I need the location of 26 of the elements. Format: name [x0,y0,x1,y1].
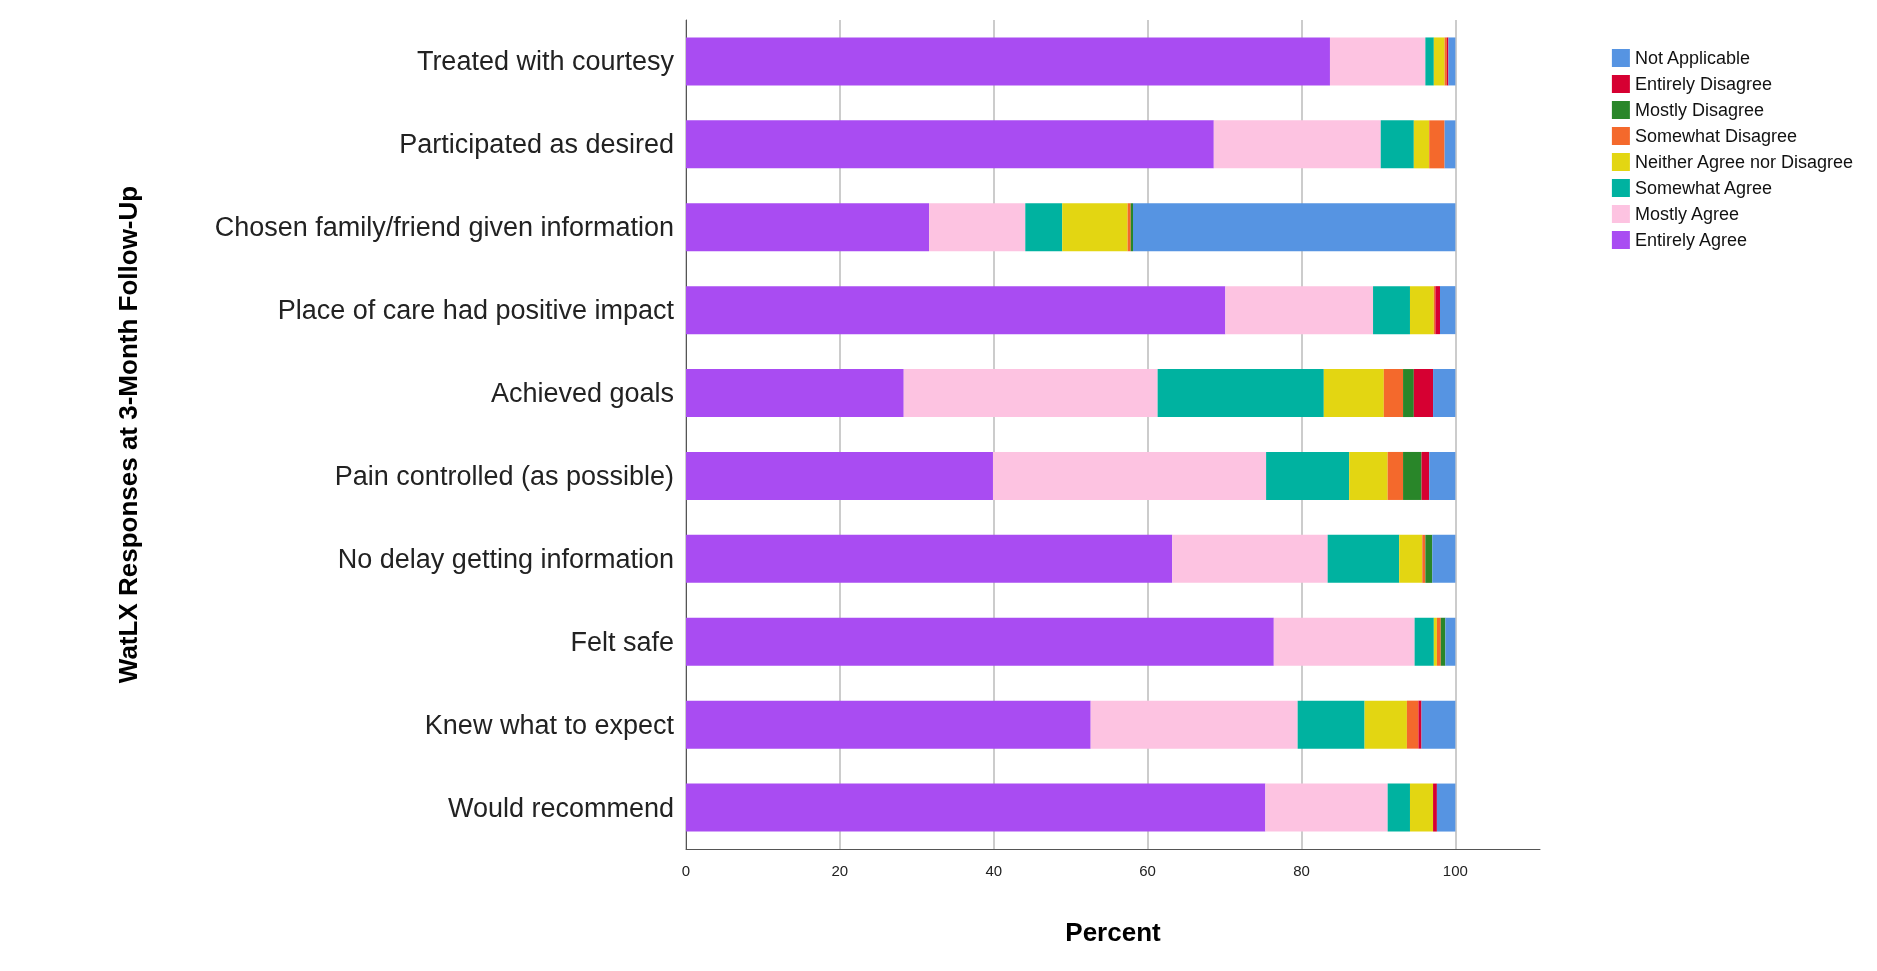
legend-label: Mostly Agree [1634,204,1739,224]
y-tick-label: Place of care had positive impact [277,295,675,326]
legend-label: Entirely Disagree [1634,74,1772,94]
y-tick-label: No delay getting information [337,543,674,574]
x-tick-label: 80 [1293,862,1310,879]
y-tick-label: Would recommend [447,792,674,823]
y-tick-label: Treated with courtesy [416,46,675,77]
legend-label: Entirely Agree [1634,230,1747,250]
legend-label: Mostly Disagree [1634,100,1764,120]
y-tick-label: Participated as desired [399,129,674,160]
x-axis-title: Percent [1065,917,1162,947]
y-tick-label: Achieved goals [490,378,674,409]
x-tick-label: 40 [985,862,1003,879]
y-tick-label: Felt safe [570,626,674,657]
y-tick-label: Chosen family/friend given information [214,212,674,243]
legend-label: Somewhat Agree [1634,178,1772,198]
x-tick-label: 100 [1442,862,1468,879]
y-axis-title: WatLX Responses at 3-Month Follow-Up [113,185,143,684]
legend-label: Somewhat Disagree [1634,126,1797,146]
y-tick-label: Pain controlled (as possible) [334,460,674,491]
legend-label: Not Applicable [1634,48,1750,68]
x-tick-label: 20 [831,862,849,879]
y-tick-label: Knew what to expect [424,709,675,740]
legend-label: Neither Agree nor Disagree [1634,152,1854,172]
x-tick-label: 60 [1139,862,1156,879]
x-tick-label: 0 [681,862,691,879]
